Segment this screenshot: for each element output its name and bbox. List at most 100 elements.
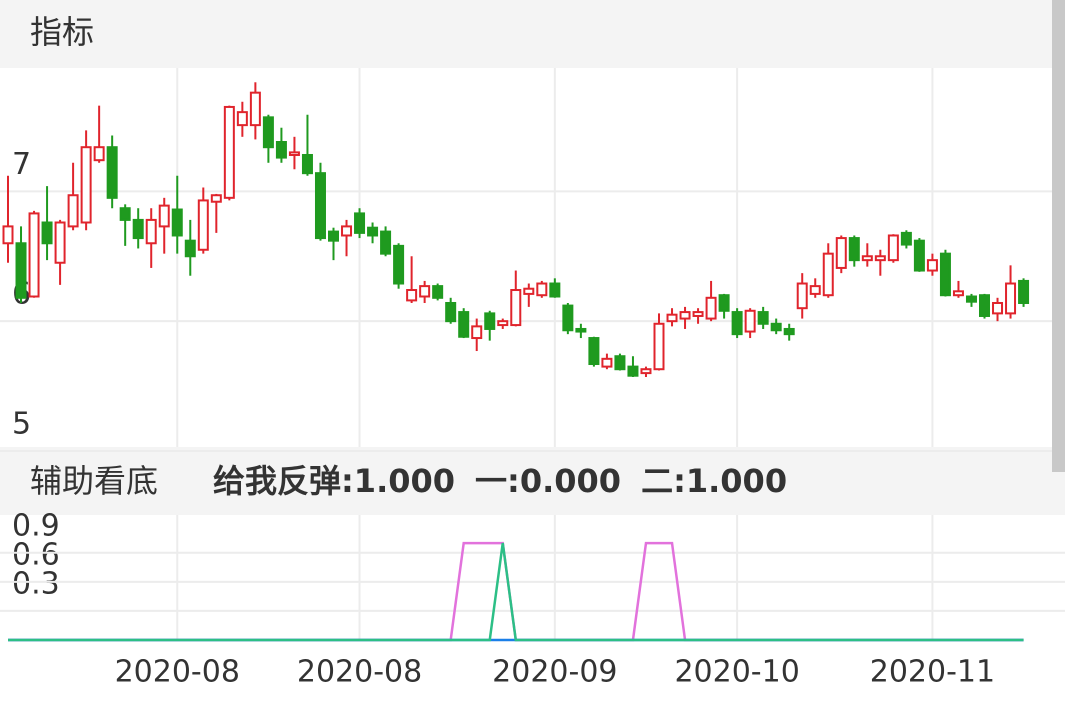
candle-body — [341, 225, 353, 237]
indicator-bar — [0, 447, 1065, 515]
header-bar — [0, 0, 1065, 68]
candle-body — [575, 327, 587, 333]
candle-body — [471, 325, 483, 340]
candle-body — [952, 290, 964, 297]
candle-body — [328, 230, 339, 242]
candle-body — [210, 194, 222, 203]
candle-body — [822, 252, 834, 297]
candle-body — [132, 218, 144, 240]
x-tick-label: 2020-11 — [870, 655, 995, 690]
candle-body — [757, 311, 769, 325]
candle-body — [301, 153, 313, 175]
legend-entry: 二:1.000 — [641, 462, 787, 500]
candle-body — [158, 204, 170, 228]
candle-body — [145, 218, 157, 245]
candle-body — [796, 282, 808, 310]
candle-body — [484, 312, 496, 330]
candle-body — [236, 111, 248, 127]
candle-body — [536, 282, 548, 297]
x-tick-label: 2020-08 — [297, 655, 422, 690]
candle-body — [28, 212, 40, 298]
candle-body — [15, 242, 27, 299]
x-tick-label: 2020-08 — [115, 655, 240, 690]
candle-body — [848, 237, 860, 262]
candle-body — [770, 322, 782, 332]
candle-body — [835, 237, 847, 269]
candle-body — [523, 287, 535, 295]
candle-body — [249, 91, 261, 127]
candle-body — [197, 199, 209, 251]
candle-body — [926, 259, 938, 272]
candle-body — [497, 320, 509, 327]
candle-body — [67, 194, 79, 228]
candle-body — [314, 172, 326, 240]
candle-body — [510, 289, 522, 327]
candle-body — [653, 322, 665, 371]
legend-entry: 给我反弹:1.000 — [213, 462, 455, 500]
candle-body — [93, 146, 105, 162]
y-tick-label: 5 — [12, 407, 31, 442]
candle-body — [640, 368, 652, 375]
candle-body — [288, 151, 300, 156]
candle-body — [445, 301, 457, 323]
candle-body — [262, 116, 274, 149]
x-tick-label: 2020-10 — [674, 655, 799, 690]
legend-entry: 一:0.000 — [475, 462, 621, 500]
candle-body — [979, 294, 990, 317]
candle-body — [367, 226, 379, 237]
y-tick-label: 0.9 — [12, 508, 60, 543]
candle-body — [705, 296, 717, 320]
candle-body — [119, 207, 131, 221]
candle-body — [106, 146, 118, 199]
candle-body — [992, 301, 1004, 315]
series-line — [8, 542, 1024, 642]
candle-body — [783, 327, 795, 336]
candle-body — [406, 289, 418, 302]
candle-body — [419, 285, 431, 298]
candle-body — [887, 234, 899, 262]
candle-body — [2, 225, 14, 245]
candle-body — [692, 311, 704, 317]
indicator-title: 辅助看底 — [30, 462, 158, 500]
candle-body — [1018, 279, 1030, 304]
y-tick-label: 0.3 — [12, 566, 60, 601]
candle-body — [41, 221, 53, 245]
candle-body — [861, 255, 873, 262]
candle-body — [939, 252, 951, 297]
header-title: 指标 — [30, 13, 94, 51]
scrollbar[interactable] — [1052, 0, 1065, 472]
candle-body — [627, 365, 639, 377]
candle-body — [601, 357, 613, 368]
candle-body — [588, 337, 600, 366]
candle-body — [718, 294, 730, 312]
candle-body — [874, 255, 886, 262]
y-tick-label: 0.6 — [12, 537, 60, 572]
candle-body — [354, 212, 366, 234]
series-line — [8, 541, 1024, 642]
candle-body — [171, 208, 183, 237]
candle-body — [562, 304, 574, 332]
candle-body — [184, 239, 196, 258]
candle-body — [54, 221, 66, 264]
candle-body — [432, 285, 444, 299]
candle-body — [614, 355, 626, 371]
candle-body — [1005, 282, 1017, 315]
candle-body — [913, 239, 925, 272]
candle-body — [666, 313, 678, 323]
candle-body — [809, 285, 821, 295]
candle-body — [393, 244, 405, 285]
x-tick-label: 2020-09 — [492, 655, 617, 690]
candle-body — [275, 141, 287, 159]
candle-body — [965, 295, 977, 303]
candle-body — [679, 311, 691, 320]
candle-body — [458, 311, 470, 338]
candle-body — [744, 309, 756, 333]
candle-body — [549, 282, 561, 298]
candle-body — [223, 105, 235, 199]
candle-body — [380, 230, 392, 255]
candle-body — [900, 231, 912, 246]
y-tick-label: 7 — [12, 147, 31, 182]
candle-body — [731, 311, 743, 336]
candle-body — [80, 146, 92, 224]
